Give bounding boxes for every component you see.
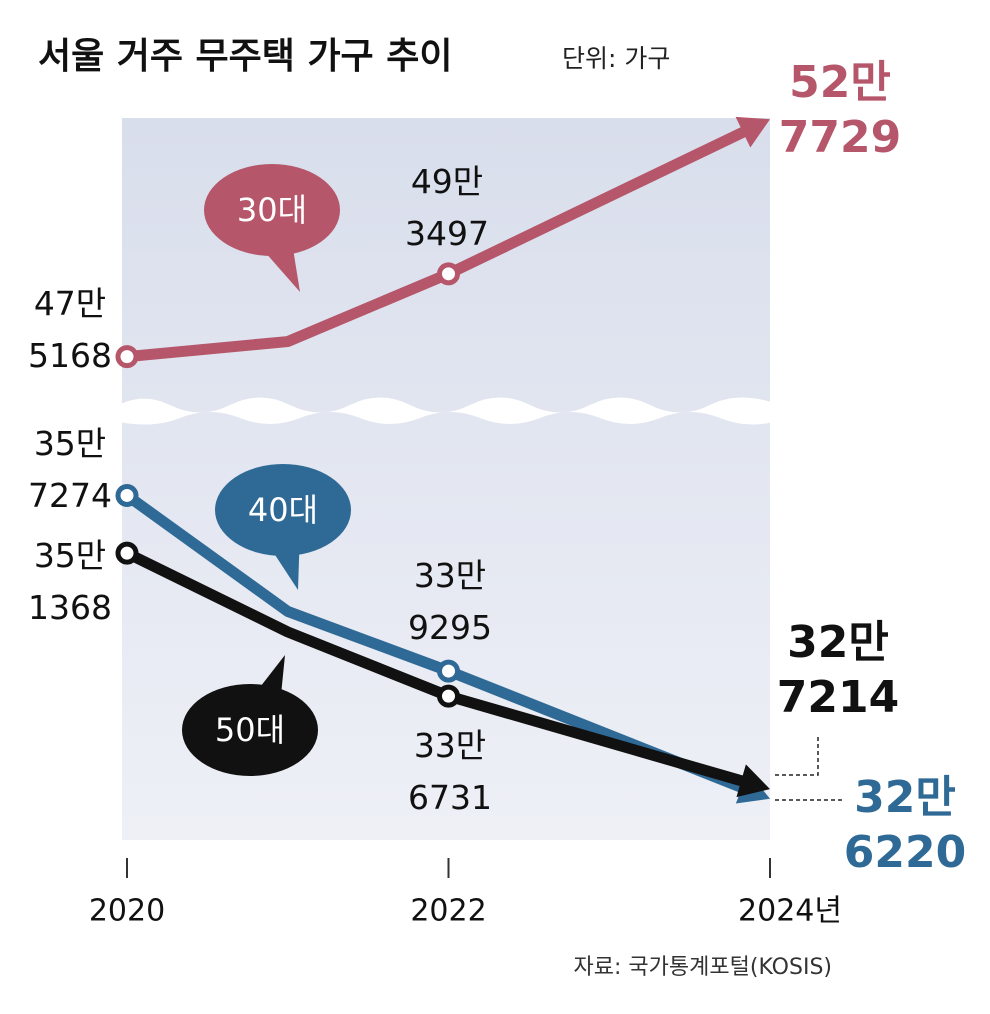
value-label: 35만 7274 — [28, 424, 112, 515]
value-label: 49만 3497 — [405, 162, 489, 253]
source: 자료: 국가통계포털(KOSIS) — [574, 955, 832, 980]
value-label: 32만 6220 — [844, 772, 966, 878]
value-label: 35만 1368 — [28, 536, 112, 627]
value-label: 52만 7729 — [779, 57, 901, 163]
x-tick-label: 2022 — [410, 894, 486, 929]
point-marker — [437, 684, 460, 708]
legend-label: 40대 — [248, 491, 318, 529]
series-line — [124, 548, 751, 789]
point-marker — [437, 262, 460, 286]
point-marker — [115, 541, 139, 565]
chart-title: 서울 거주 무주택 가구 추이 — [38, 36, 452, 77]
legend-label: 30대 — [237, 191, 307, 229]
axis-break — [110, 397, 780, 425]
x-tick-label: 2024년 — [738, 894, 842, 929]
value-label: 33만 9295 — [408, 556, 492, 647]
legend-bubble — [182, 684, 318, 776]
value-label: 32만 7214 — [777, 617, 899, 723]
point-marker — [437, 659, 460, 683]
series-line — [123, 491, 752, 796]
point-marker — [115, 483, 139, 507]
series-line — [126, 123, 753, 363]
legend-bubble — [204, 164, 340, 256]
value-label: 33만 6731 — [408, 726, 492, 817]
x-tick-label: 2020 — [89, 894, 165, 929]
chart-subtitle: 단위: 가구 — [562, 44, 670, 73]
leader-line — [775, 735, 819, 776]
legend-bubble — [215, 464, 351, 556]
arrowhead — [736, 764, 770, 798]
value-label: 47만 5168 — [28, 284, 112, 375]
point-marker — [115, 345, 139, 369]
arrowhead — [735, 116, 770, 148]
legend-label: 50대 — [215, 711, 285, 749]
